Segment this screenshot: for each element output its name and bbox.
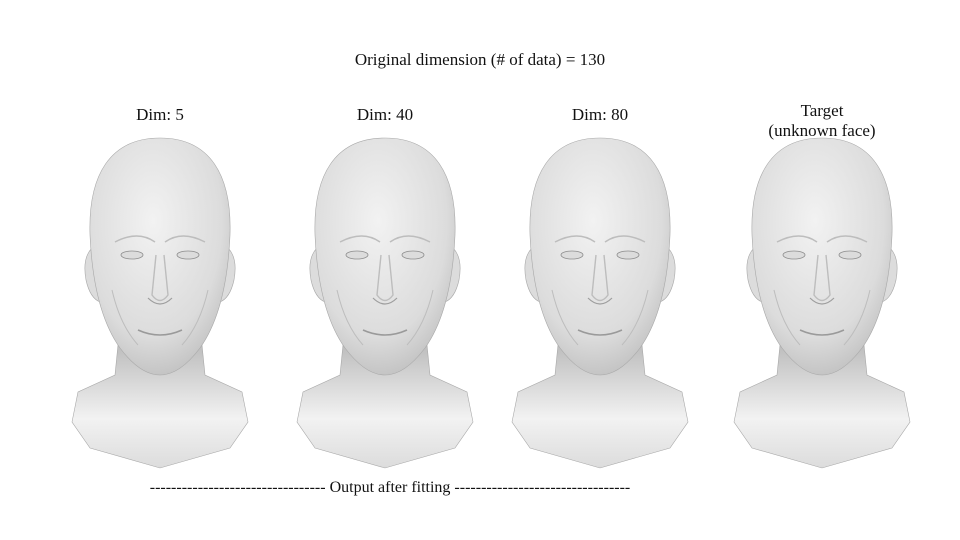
panel-dim-40: Dim: 40 (285, 0, 485, 470)
neck-shoulders (733, 344, 911, 469)
right-eye (616, 250, 640, 260)
cheek-contour (773, 289, 871, 346)
cheek-contour (551, 289, 649, 346)
panel-label-line1: Dim: 80 (571, 105, 629, 124)
cheek-contour (111, 289, 209, 346)
panel-label-line1: Target (800, 101, 844, 120)
neck-shoulders (296, 344, 474, 469)
head (751, 137, 893, 376)
neck-shoulders (71, 344, 249, 469)
mouth (137, 329, 183, 336)
brow (339, 235, 431, 243)
nostrils (147, 297, 173, 305)
nose (813, 254, 831, 302)
face-mesh-render (733, 137, 911, 469)
face-mesh-render (511, 137, 689, 469)
brow (776, 235, 868, 243)
panel-label-line1: Dim: 40 (356, 105, 414, 124)
left-eye (782, 250, 806, 260)
footer-caption: --------------------------------- Output… (149, 479, 631, 496)
panel-label-line2: (unknown face) (768, 121, 876, 140)
panel-dim-5: Dim: 5 (60, 0, 260, 470)
nose (151, 254, 169, 302)
face-mesh-render (296, 137, 474, 469)
left-eye (560, 250, 584, 260)
brow (554, 235, 646, 243)
face-mesh-render (71, 137, 249, 469)
panel-label: Target (unknown face) (722, 101, 922, 141)
head (89, 137, 231, 376)
nose (376, 254, 394, 302)
nostrils (587, 297, 613, 305)
cheek-contour (336, 289, 434, 346)
right-eye (401, 250, 425, 260)
mouth (799, 329, 845, 336)
figure-title: Original dimension (# of data) = 130 (354, 50, 606, 69)
mouth (362, 329, 408, 336)
brow (114, 235, 206, 243)
nostrils (809, 297, 835, 305)
panel-label: Dim: 40 (285, 105, 485, 125)
head (314, 137, 456, 376)
left-eye (345, 250, 369, 260)
right-eye (176, 250, 200, 260)
panel-label: Dim: 80 (500, 105, 700, 125)
nostrils (372, 297, 398, 305)
neck-shoulders (511, 344, 689, 469)
left-eye (120, 250, 144, 260)
nose (591, 254, 609, 302)
panel-dim-80: Dim: 80 (500, 0, 700, 470)
right-eye (838, 250, 862, 260)
panel-target: Target (unknown face) (722, 0, 922, 470)
head (529, 137, 671, 376)
mouth (577, 329, 623, 336)
panel-label: Dim: 5 (60, 105, 260, 125)
panel-label-line1: Dim: 5 (136, 105, 184, 124)
